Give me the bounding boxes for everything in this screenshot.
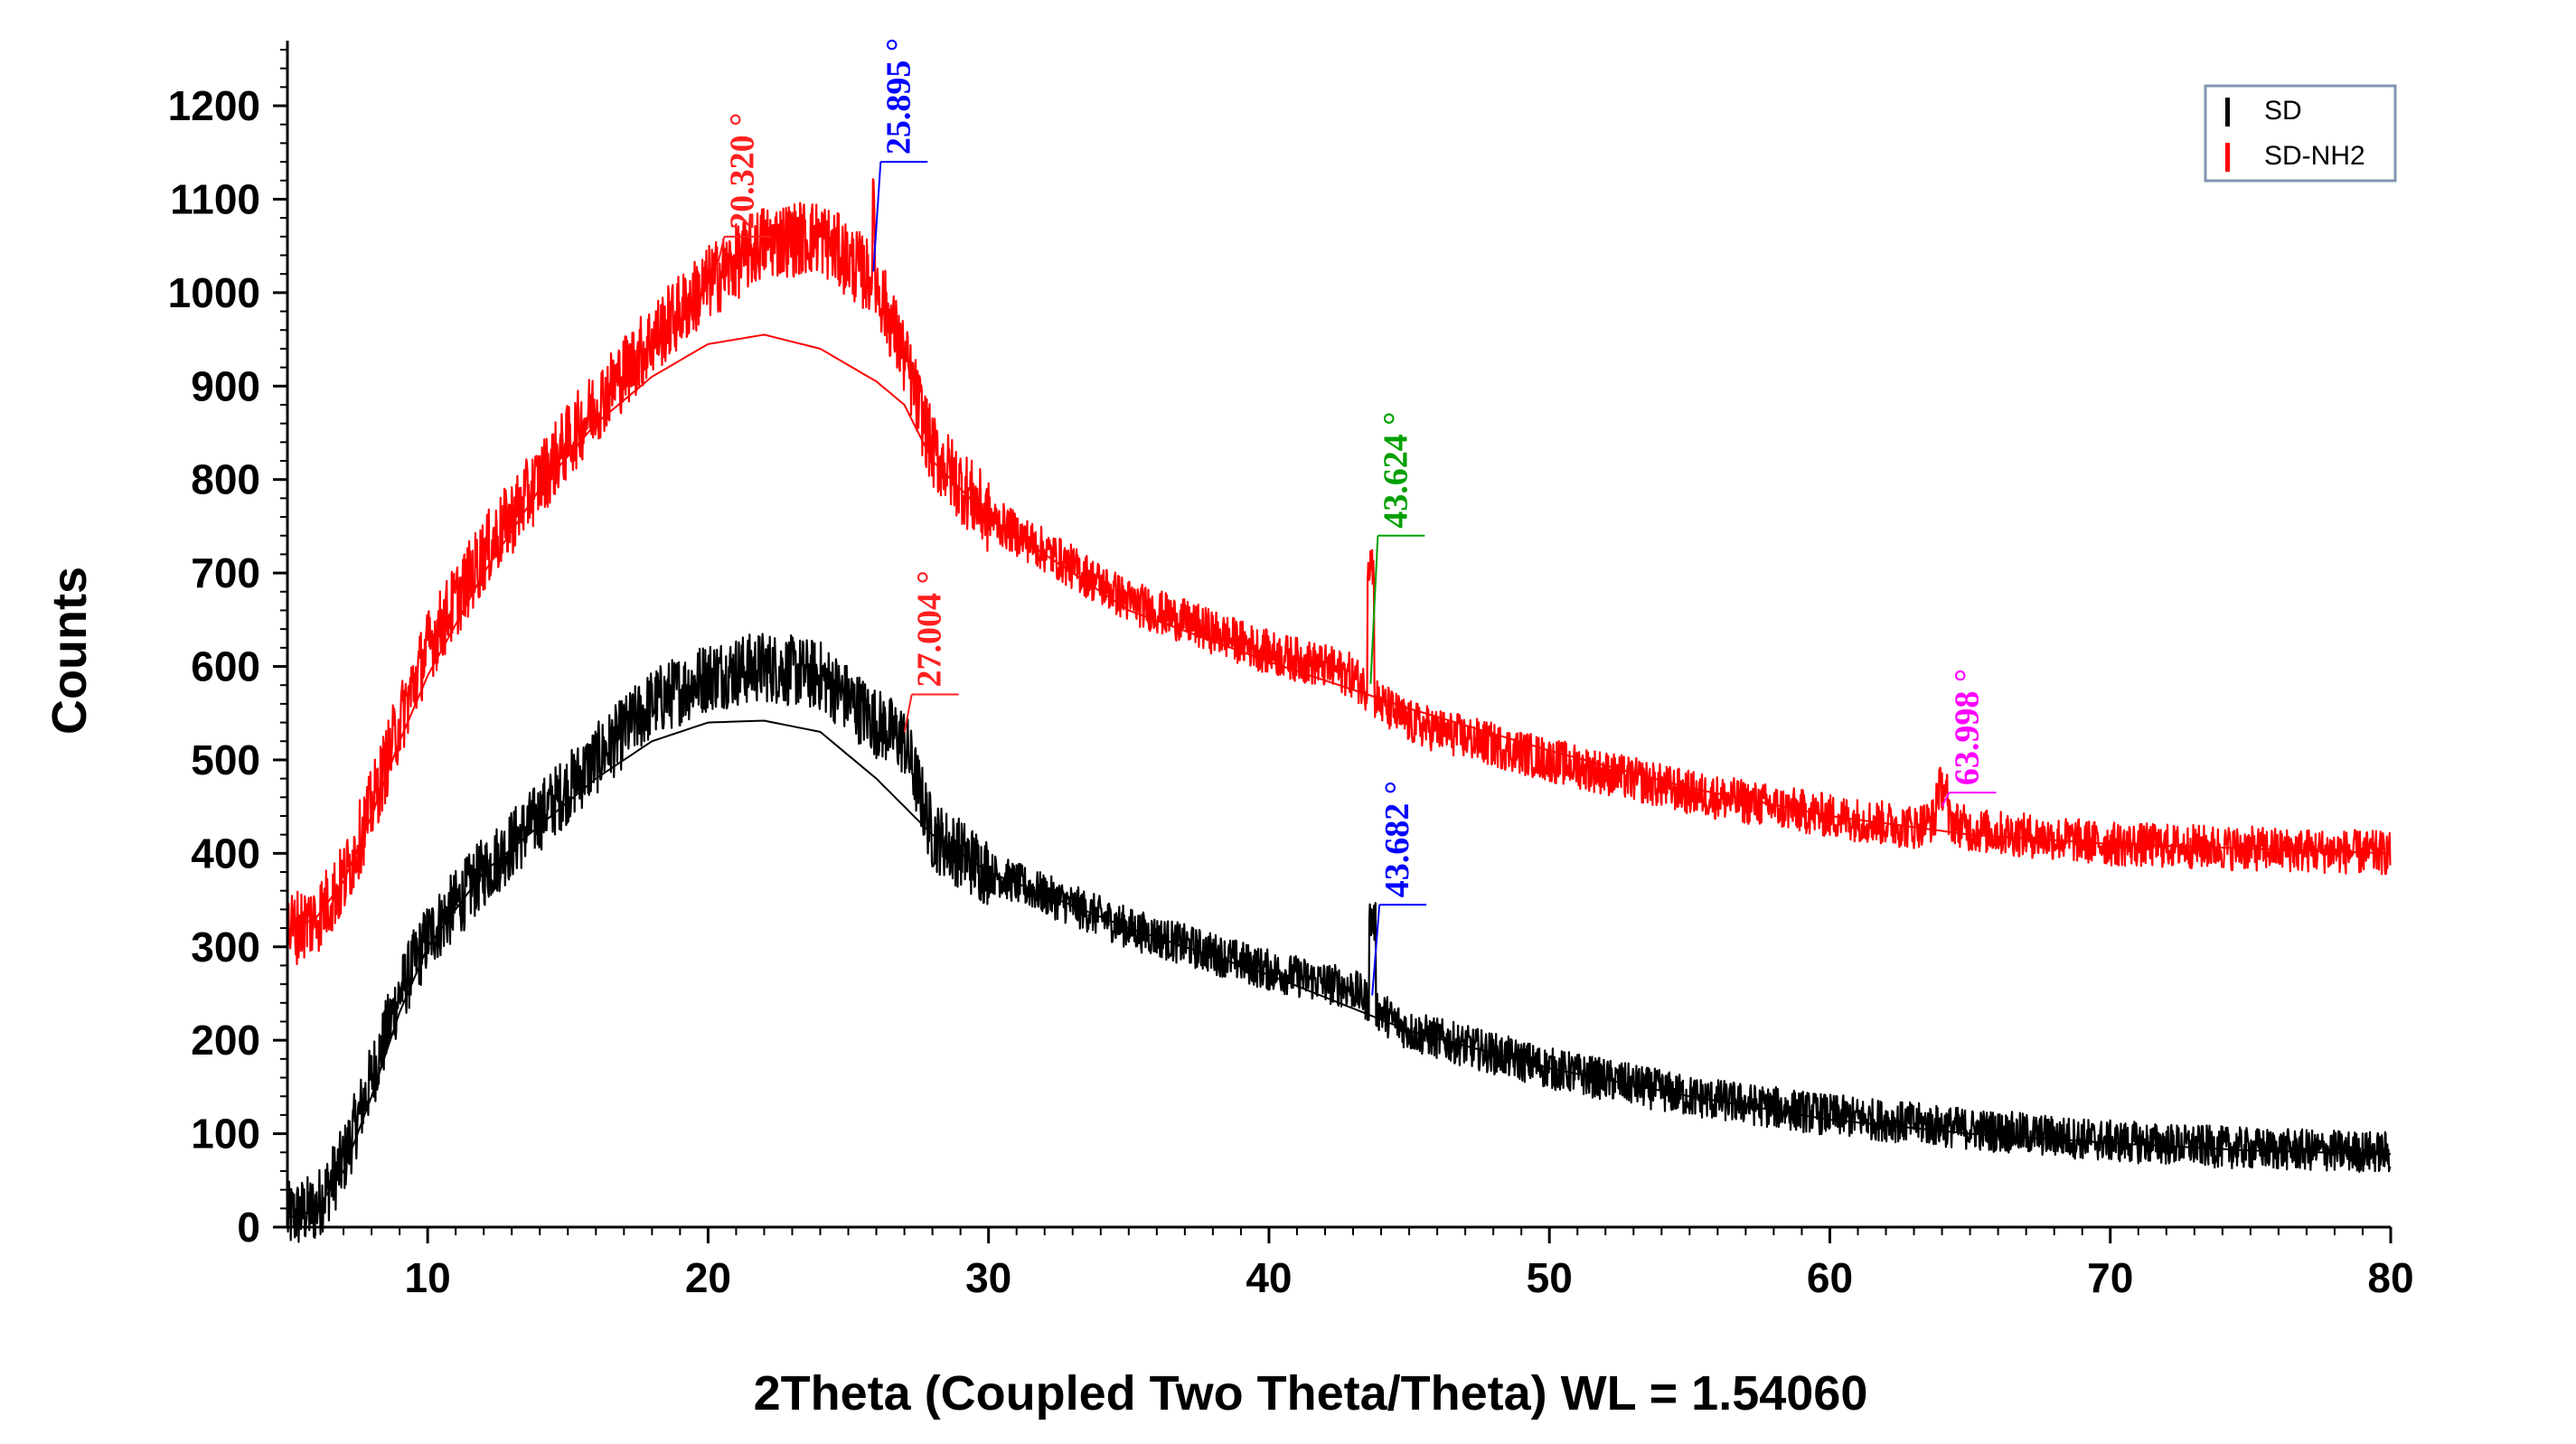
y-tick-label-900: 900 [191, 362, 260, 409]
y-tick-label-0: 0 [237, 1204, 260, 1251]
y-tick-label-800: 800 [191, 456, 260, 503]
y-tick-label-1200: 1200 [168, 82, 260, 129]
series-layer [286, 178, 2392, 1243]
axes-layer: 0 100 200 300 400 500 600 700 800 900 1000 1100 1200… [168, 41, 2414, 1301]
series-line-sd [286, 633, 2392, 1243]
x-tick-label-10: 10 [405, 1254, 451, 1301]
peak-marker-27004: 27.004 ° [903, 570, 959, 733]
y-tick-label-700: 700 [191, 549, 260, 596]
legend-swatch-sd-nh2 [2225, 143, 2230, 172]
y-tick-label-600: 600 [191, 643, 260, 690]
peak-marker-20320: 20.320 ° [716, 113, 772, 267]
y-axis-title: Counts [42, 567, 97, 735]
peak-stem [1941, 792, 1951, 808]
peak-stem [716, 236, 726, 267]
x-tick-label-60: 60 [1807, 1254, 1853, 1301]
peaks-layer: 20.320 ° 25.895 ° 43.624 ° 63.998 ° 27.004 °… [716, 38, 1997, 996]
x-axis-title: 2Theta (Coupled Two Theta/Theta) WL = 1.… [754, 1366, 1868, 1421]
series-line-sd-nh2 [286, 178, 2392, 966]
legend-box [2204, 84, 2397, 183]
y-tick-label-200: 200 [191, 1017, 260, 1064]
peak-stem [1369, 535, 1379, 684]
x-tick-label-30: 30 [965, 1254, 1011, 1301]
y-tick-label-300: 300 [191, 924, 260, 970]
peak-label: 63.998 ° [1949, 669, 1987, 785]
y-tick-label-100: 100 [191, 1111, 260, 1158]
y-tick-label-400: 400 [191, 830, 260, 877]
peak-label: 20.320 ° [723, 113, 761, 230]
peak-stem [872, 162, 882, 272]
legend-label-sd: SD [2264, 96, 2302, 126]
x-tick-label-20: 20 [685, 1254, 731, 1301]
x-tick-label-70: 70 [2087, 1254, 2133, 1301]
peak-label: 43.682 ° [1378, 781, 1416, 897]
legend-swatch-sd [2225, 98, 2230, 127]
x-tick-label-40: 40 [1246, 1254, 1292, 1301]
x-tick-label-50: 50 [1527, 1254, 1573, 1301]
peak-stem [903, 694, 913, 733]
peak-label: 25.895 ° [879, 38, 917, 155]
x-tick-label-80: 80 [2367, 1254, 2413, 1301]
legend: SD SD-NH2 [2204, 84, 2397, 183]
y-tick-label-500: 500 [191, 736, 260, 783]
peak-marker-25895: 25.895 ° [872, 38, 928, 272]
legend-label-sd-nh2: SD-NH2 [2264, 141, 2365, 171]
peak-marker-43682: 43.682 ° [1371, 781, 1427, 996]
peak-label: 27.004 ° [911, 570, 949, 687]
y-tick-label-1000: 1000 [168, 269, 260, 316]
peak-label: 43.624 ° [1377, 412, 1415, 529]
peak-marker-43624: 43.624 ° [1369, 412, 1425, 684]
peak-marker-63998: 63.998 ° [1941, 669, 1997, 808]
peak-stem [1371, 905, 1381, 996]
y-tick-label-1100: 1100 [170, 175, 260, 222]
